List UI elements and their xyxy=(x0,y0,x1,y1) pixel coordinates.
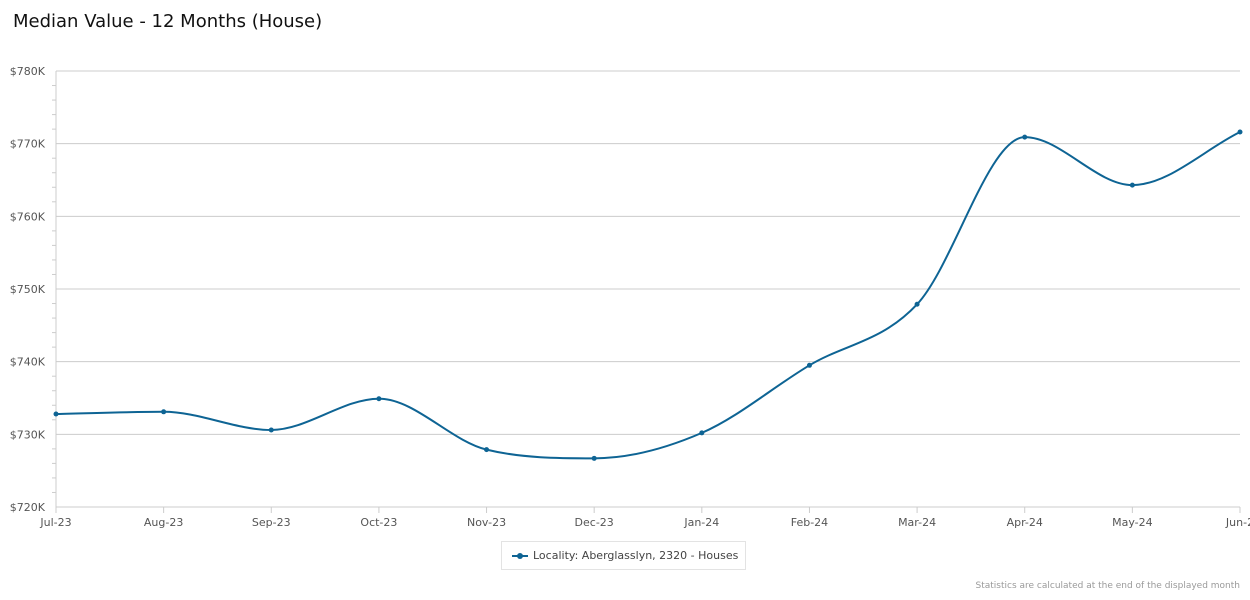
data-point xyxy=(914,301,920,307)
legend-label: Locality: Aberglasslyn, 2320 - Houses xyxy=(533,549,739,562)
x-tick-label: Jan-24 xyxy=(683,516,719,529)
y-tick-label: $760K xyxy=(10,210,46,223)
data-point xyxy=(806,362,812,368)
data-point xyxy=(1129,182,1135,188)
chart-title: Median Value - 12 Months (House) xyxy=(13,11,323,32)
data-point xyxy=(268,427,274,433)
data-point xyxy=(1237,129,1243,135)
data-point xyxy=(591,455,597,461)
x-tick-label: Sep-23 xyxy=(252,516,291,529)
data-point xyxy=(161,409,167,415)
x-tick-label: Mar-24 xyxy=(898,516,936,529)
data-point xyxy=(699,430,705,436)
x-tick-label: Aug-23 xyxy=(144,516,183,529)
x-tick-label: Jul-23 xyxy=(39,516,71,529)
x-tick-label: May-24 xyxy=(1112,516,1153,529)
x-tick-label: Oct-23 xyxy=(360,516,397,529)
data-point xyxy=(53,411,59,417)
y-tick-label: $750K xyxy=(10,283,46,296)
data-point xyxy=(484,447,490,453)
y-tick-label: $780K xyxy=(10,65,46,78)
x-tick-label: Nov-23 xyxy=(467,516,506,529)
x-tick-label: Feb-24 xyxy=(791,516,828,529)
data-point xyxy=(376,396,382,402)
y-tick-label: $770K xyxy=(10,138,46,151)
legend-marker-icon xyxy=(517,552,523,559)
y-tick-label: $720K xyxy=(10,501,46,514)
y-tick-label: $740K xyxy=(10,356,46,369)
x-tick-label: Jun-2 xyxy=(1225,516,1250,529)
y-tick-label: $730K xyxy=(10,428,46,441)
footnote: Statistics are calculated at the end of … xyxy=(975,581,1241,591)
x-tick-label: Dec-23 xyxy=(575,516,614,529)
x-tick-label: Apr-24 xyxy=(1007,516,1043,529)
legend[interactable]: Locality: Aberglasslyn, 2320 - Houses xyxy=(501,541,746,570)
legend-swatch xyxy=(512,552,528,559)
series-line xyxy=(55,131,1241,460)
data-point xyxy=(1022,134,1028,140)
